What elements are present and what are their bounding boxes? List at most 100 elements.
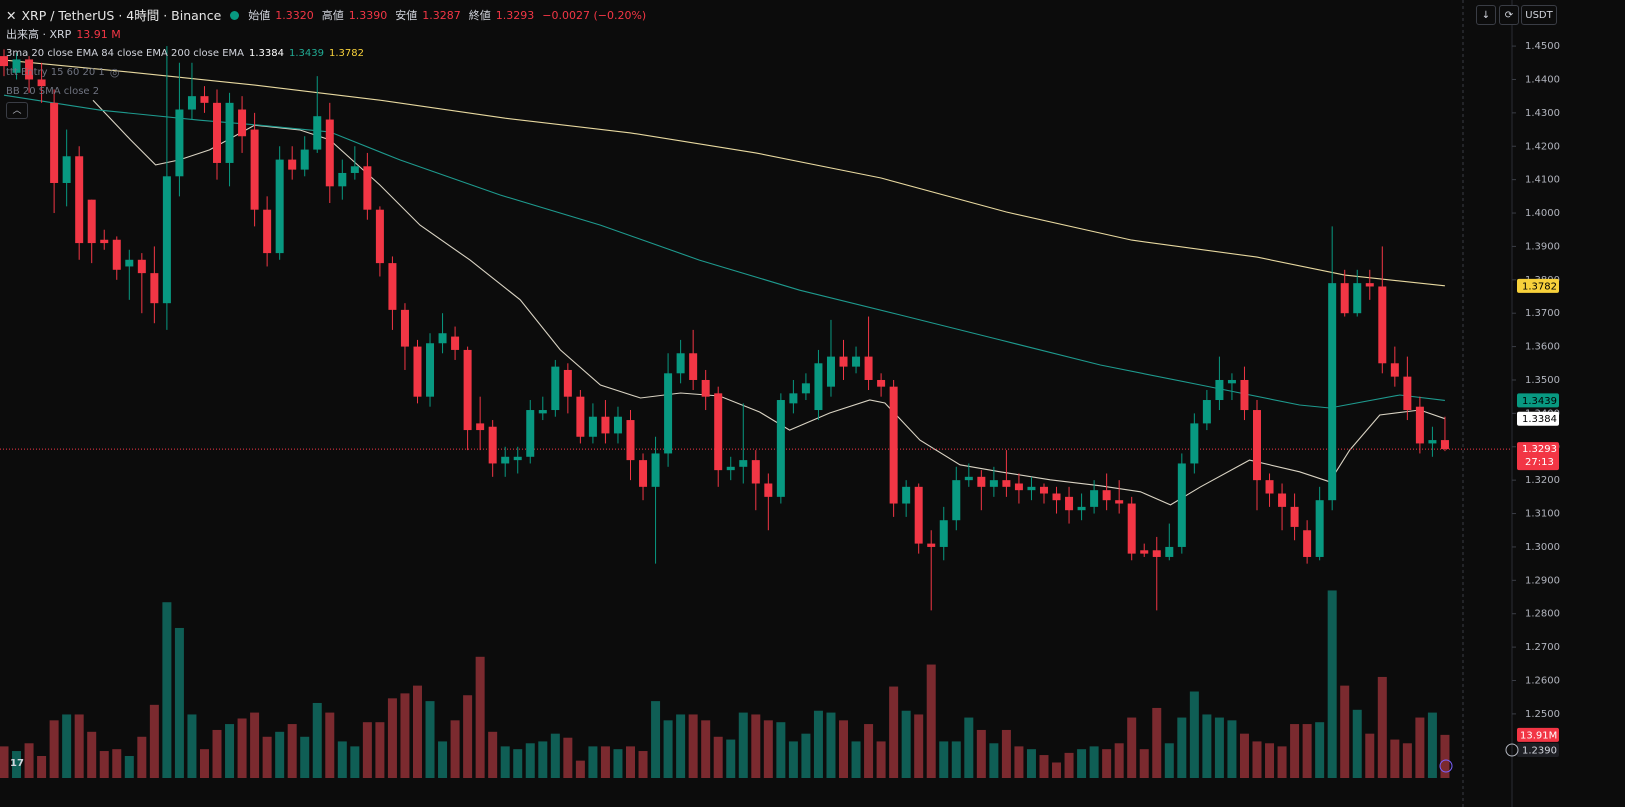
candle-body: [150, 273, 159, 304]
ohlc-value: 1.3390: [348, 8, 388, 22]
volume-bar: [1064, 752, 1074, 778]
volume-bar: [651, 701, 661, 778]
candle-body: [776, 400, 785, 497]
candle-body: [1415, 406, 1424, 444]
candle-body: [714, 393, 723, 471]
candle-body: [1190, 423, 1199, 464]
candle-body: [125, 259, 134, 267]
candle-body: [977, 476, 986, 487]
volume-bar: [1415, 717, 1425, 778]
hidden-indicator-row: ttt Entry 15 60 20 1 ◎: [6, 63, 649, 82]
indicator-title[interactable]: BB 20 SMA close 2: [6, 85, 100, 97]
indicator-title[interactable]: 3ma 20 close EMA 84 close EMA 200 close …: [6, 47, 245, 59]
volume-bar: [1265, 743, 1275, 778]
candle-body: [1227, 379, 1236, 384]
candle-body: [175, 109, 184, 177]
volume-bar: [500, 746, 510, 778]
candle-body: [513, 456, 522, 461]
volume-bar: [1390, 739, 1400, 778]
volume-bar: [575, 760, 585, 778]
volume-bar: [300, 736, 310, 778]
candle-body: [613, 416, 622, 434]
collapse-row: ︿: [6, 101, 649, 120]
y-tick-label: 1.4300: [1525, 108, 1560, 119]
volume-bar: [1189, 691, 1199, 778]
y-tick-label: 1.2800: [1525, 609, 1560, 620]
candle-body: [902, 486, 911, 504]
volume-bar: [1239, 733, 1249, 778]
volume-bar: [1164, 743, 1174, 778]
indicator-title[interactable]: ttt Entry 15 60 20 1: [6, 66, 105, 78]
collapse-button[interactable]: ︿: [6, 102, 28, 119]
candle-body: [1328, 283, 1337, 501]
candle-body: [1353, 283, 1362, 314]
price-tag-label: 1.3782: [1522, 281, 1557, 292]
candle-body: [1240, 379, 1249, 411]
candle-body: [363, 166, 372, 210]
candle-body: [701, 379, 710, 397]
volume-bar: [237, 718, 247, 778]
volume-bar: [951, 741, 961, 778]
volume-bar: [1202, 714, 1212, 778]
candle-body: [1127, 503, 1136, 554]
candle-body: [325, 119, 334, 187]
candle-body: [601, 416, 610, 434]
volume-bar: [901, 710, 911, 778]
ohlc-label: 始値: [248, 8, 271, 22]
download-button[interactable]: ↓: [1476, 5, 1496, 25]
volume-bar: [287, 724, 297, 778]
candle-body: [1014, 483, 1023, 491]
candle-body: [1090, 490, 1099, 507]
volume-row: 出来高 · XRP 13.91 M: [6, 25, 649, 44]
add-button[interactable]: [1505, 743, 1519, 757]
candle-body: [1115, 500, 1124, 504]
legend: ✕ XRP / TetherUS · 4時間 · Binance 始値 1.332…: [6, 6, 649, 120]
price-tag: [1517, 393, 1559, 408]
candle-body: [964, 476, 973, 481]
volume-bar: [1315, 722, 1325, 778]
candle-body: [1002, 480, 1011, 487]
volume-bar: [638, 751, 648, 778]
currency-button[interactable]: USDT: [1521, 5, 1557, 25]
volume-bar: [851, 741, 861, 778]
candle-body: [914, 486, 923, 544]
candle-body: [726, 466, 735, 471]
crosshair-label: 1.2390: [1522, 746, 1557, 757]
volume-title[interactable]: 出来高 · XRP: [6, 27, 72, 41]
volume-bar: [149, 704, 159, 778]
candle-body: [375, 209, 384, 264]
candle-body: [864, 356, 873, 380]
ohlc-value: 1.3320: [275, 8, 314, 22]
candle-body: [952, 480, 961, 521]
volume-bar: [876, 741, 886, 778]
ma-row: 3ma 20 close EMA 84 close EMA 200 close …: [6, 44, 649, 63]
candle-body: [1177, 463, 1186, 547]
candle-body: [739, 460, 748, 467]
close-icon[interactable]: ✕: [6, 7, 17, 23]
volume-bar: [826, 712, 836, 778]
candle-body: [1290, 506, 1299, 527]
candle-body: [200, 96, 209, 103]
volume-bar: [1127, 717, 1137, 778]
volume-bar: [412, 685, 422, 778]
y-tick-label: 1.4200: [1525, 141, 1560, 152]
volume-bar: [225, 724, 235, 778]
candle-body: [62, 156, 71, 183]
candle-body: [1102, 490, 1111, 501]
candle-body: [526, 410, 535, 457]
volume-bar: [763, 720, 773, 778]
volume-bar: [538, 741, 548, 778]
hidden-icon[interactable]: ◎: [109, 65, 120, 79]
candle-body: [438, 333, 447, 344]
alert-icon[interactable]: [1439, 759, 1453, 773]
volume-bar: [939, 741, 949, 778]
logo: 17: [10, 758, 24, 769]
volume-bar: [187, 714, 197, 778]
candle-body: [1315, 500, 1324, 557]
refresh-button[interactable]: ⟳: [1499, 5, 1519, 25]
volume-bar: [1001, 729, 1011, 778]
last-price-tag: [1517, 442, 1559, 471]
symbol[interactable]: XRP / TetherUS · 4時間 · Binance: [21, 7, 222, 23]
candle-body: [1065, 496, 1074, 511]
candle-body: [676, 353, 685, 374]
